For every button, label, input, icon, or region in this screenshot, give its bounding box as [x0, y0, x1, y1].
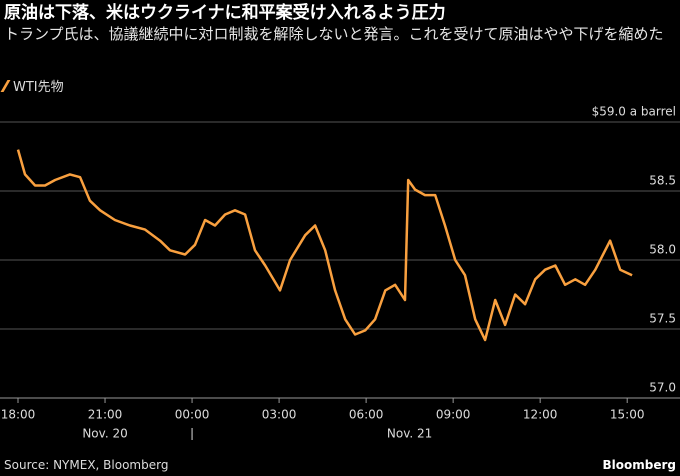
y-tick-label: 57.5 [649, 312, 676, 326]
date-label: Nov. 20 [82, 427, 127, 441]
y-tick-label: 58.5 [649, 174, 676, 188]
x-tick-label: 15:00 [610, 408, 645, 422]
y-tick-label: 57.0 [649, 381, 676, 395]
brand: Bloomberg [602, 458, 677, 472]
legend: WTI先物 [0, 76, 64, 95]
date-label: Nov. 21 [387, 427, 432, 441]
y-tick-label: $59.0 a barrel [592, 105, 676, 119]
x-tick-label: 09:00 [436, 408, 471, 422]
legend-label: WTI先物 [13, 80, 64, 95]
x-tick-label: 00:00 [175, 408, 210, 422]
x-tick-label: 18:00 [1, 408, 36, 422]
chart-title: 原油は下落、米はウクライナに和平案受け入れるよう圧力 [4, 3, 446, 23]
x-tick-label: 12:00 [523, 408, 558, 422]
y-tick-label: 58.0 [649, 243, 676, 257]
chart-subtitle: トランプ氏は、協議継続中に対ロ制裁を解除しないと発言。これを受けて原油はやや下げ… [4, 25, 664, 43]
x-tick-label: 21:00 [88, 408, 123, 422]
x-tick-label: 06:00 [349, 408, 384, 422]
x-tick-label: 03:00 [262, 408, 297, 422]
series-line [16, 149, 633, 342]
source: Source: NYMEX, Bloomberg [4, 458, 169, 472]
